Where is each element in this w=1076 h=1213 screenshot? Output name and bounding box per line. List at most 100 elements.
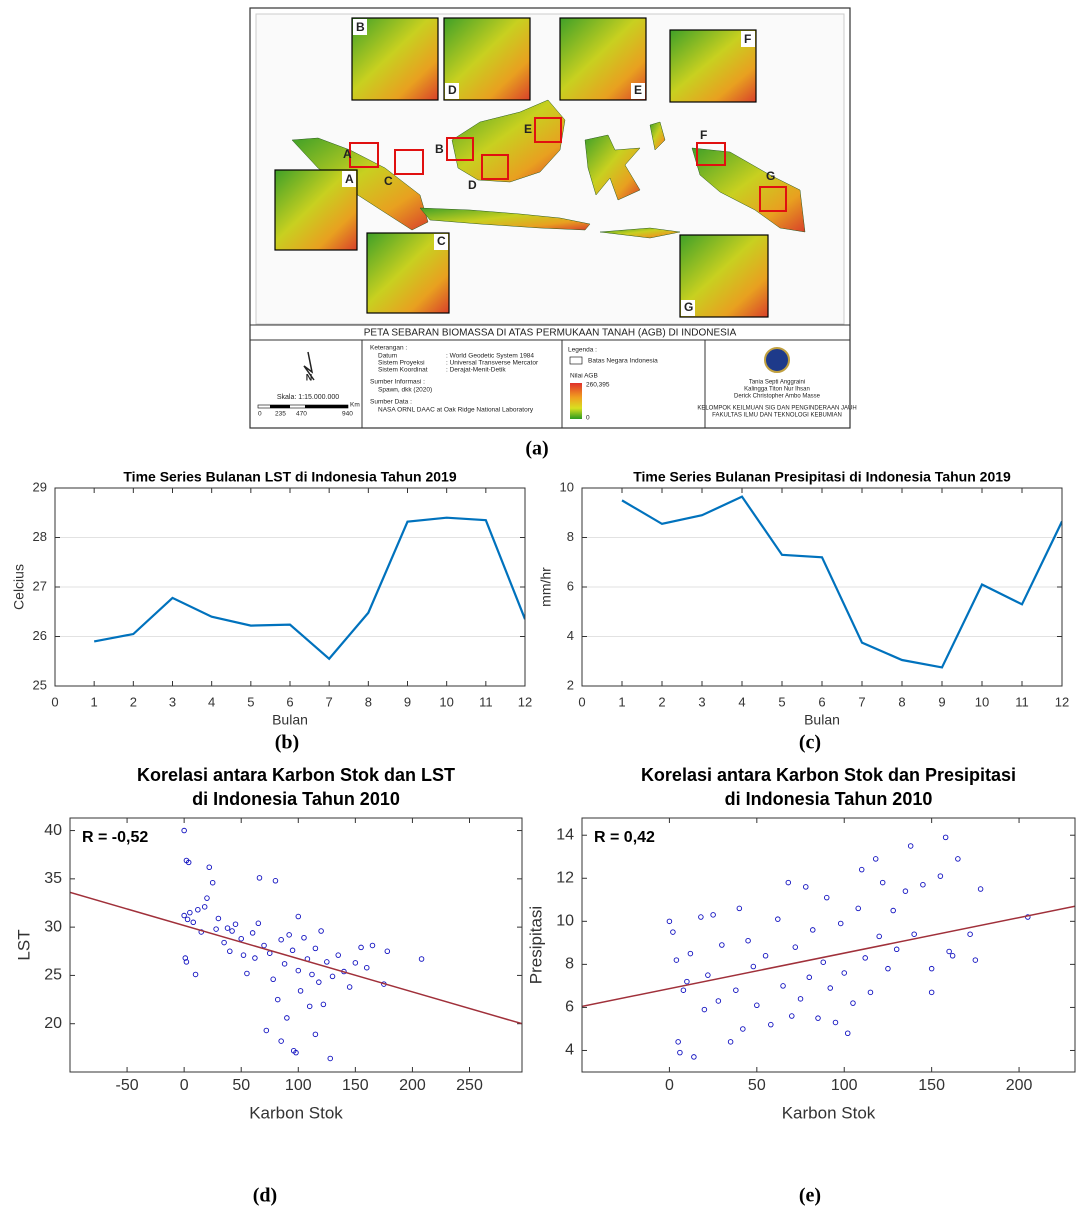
point [946,948,952,955]
point [736,905,743,912]
y-tick-label: 6 [567,578,574,593]
x-tick-label: 2 [130,694,137,709]
point [698,914,704,920]
point [320,1001,327,1008]
point [240,952,247,958]
nusa-tenggara [599,227,681,239]
logo [764,347,790,373]
box [759,186,787,212]
y-tick-label: 2 [567,677,574,692]
y-tick-label: 28 [33,529,47,544]
point [754,1002,760,1009]
point [201,904,208,910]
sulawesi [584,134,641,201]
point [768,1021,774,1028]
heading: Legenda : [568,347,597,354]
point [213,926,219,932]
x-axis-label: Karbon Stok [249,1103,343,1122]
ramp-min: 0 [586,415,590,422]
inset [443,17,531,101]
point [745,937,751,944]
point [215,915,222,922]
point [286,932,292,938]
point [255,920,262,927]
point [278,936,284,943]
x-axis-label: Bulan [272,712,308,728]
point [949,953,956,959]
point [327,1055,333,1062]
x-tick-label: 4 [208,694,215,709]
plot-area [70,818,522,1072]
point [309,971,315,978]
y-tick-label: 29 [33,479,47,494]
fit-line [582,905,1075,1008]
scale-tick: 0 [258,411,262,418]
point [844,1030,851,1037]
x-tick-label: 11 [1015,694,1029,709]
y-tick-label: 10 [556,913,574,930]
institution: KELOMPOK KEILMUAN SIG DAN PENGINDERAAN J… [697,406,856,412]
annotation: R = 0,42 [594,829,655,846]
point [364,964,370,971]
point [670,929,676,935]
box [349,142,379,168]
plot-area [582,818,1075,1072]
point [272,878,279,884]
y-tick-label: 6 [565,999,574,1016]
point [775,916,781,922]
north-label: N [306,372,313,382]
point [312,1031,319,1038]
keterangan: Keterangan : Datum : World Geodetic Syst… [370,345,539,414]
point [274,996,281,1003]
point [955,856,961,862]
x-tick-label: 1 [91,694,98,709]
panel-label: (a) [525,438,548,460]
label-bg [342,171,356,187]
point [306,1003,313,1010]
y-tick-label: 4 [565,1042,574,1059]
point [797,996,804,1002]
y-tick-label: 25 [44,967,62,984]
point [715,998,722,1004]
chart-title: Time Series Bulanan Presipitasi di Indon… [633,469,1011,485]
value: : Universal Transverse Mercator [446,360,539,367]
x-tick-label: 150 [342,1077,369,1094]
x-tick-label: 6 [286,694,293,709]
point [384,948,391,955]
point [785,879,792,886]
series-line [93,516,525,661]
point [352,960,359,966]
author: Tania Septi Anggraini [749,380,805,386]
y-tick-label: 8 [567,529,574,544]
point [187,909,193,916]
point [815,1015,821,1021]
point [862,955,868,961]
point [358,944,364,951]
panel-label: (b) [275,732,299,754]
point [740,1026,746,1032]
x-tick-label: 10 [439,694,453,709]
scale-tick: 940 [342,411,353,418]
point [204,895,210,901]
scale-label: Skala: 1:15.000.000 [277,394,339,401]
point [902,888,909,894]
point [872,856,879,862]
author: Derick Christopher Ambo Masse [734,394,821,400]
y-tick-label: 20 [44,1015,62,1032]
scale-ticks: 0 235 470 940 Km [258,402,360,418]
point [855,905,861,912]
point [850,1000,856,1006]
inset-labels: B D E F A C G [342,19,755,316]
border-swatch [569,356,583,365]
chart: Korelasi antara Karbon Stok dan LST di In… [14,765,523,1122]
point [284,1015,290,1021]
point [238,935,244,942]
y-axis-label: LST [14,929,33,960]
plot-frame [54,487,526,687]
point [206,864,213,871]
point [198,929,205,935]
region-label: D [468,178,477,192]
annotation: R = -0,52 [82,829,148,846]
point [335,952,341,958]
region-label: E [524,122,532,136]
